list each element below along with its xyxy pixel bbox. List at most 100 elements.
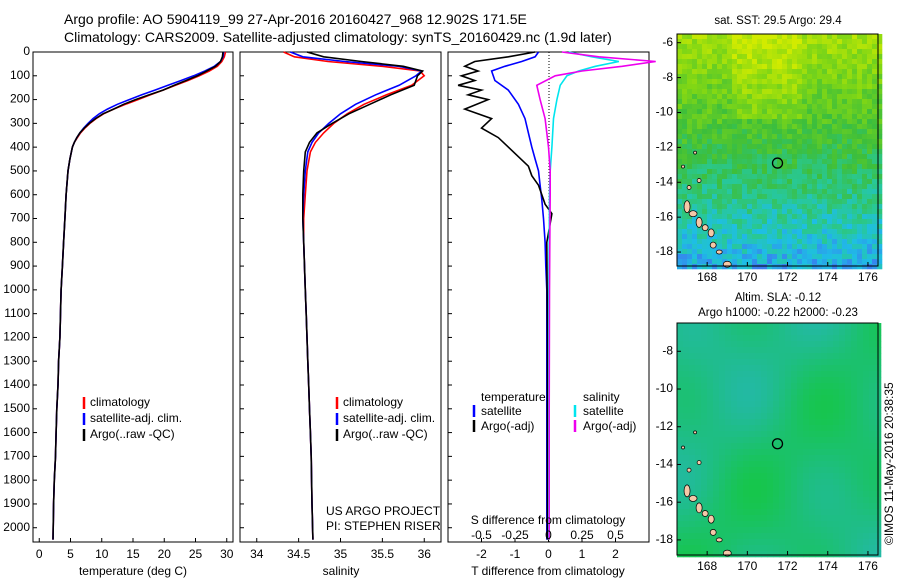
sla-cell <box>821 335 828 342</box>
sst-cell <box>812 154 818 160</box>
map-y-tick-label: -8 <box>662 343 673 357</box>
sst-cell <box>822 184 828 190</box>
sst-cell <box>727 199 733 205</box>
sst-cell <box>677 174 683 180</box>
sla-cell <box>857 365 864 372</box>
sla-cell <box>689 485 696 492</box>
sla-cell <box>761 365 768 372</box>
sla-cell <box>737 359 744 366</box>
sst-cell <box>707 84 713 90</box>
sla-cell <box>707 431 714 438</box>
sla-cell <box>677 443 684 450</box>
sst-cell <box>682 239 688 245</box>
sla-cell <box>743 449 750 456</box>
sst-cell <box>807 64 813 70</box>
sst-cell <box>812 89 818 95</box>
sst-cell <box>752 204 758 210</box>
sst-cell <box>822 139 828 145</box>
sst-cell <box>742 199 748 205</box>
sst-cell <box>742 139 748 145</box>
sla-cell <box>755 419 762 426</box>
sst-cell <box>817 79 823 85</box>
sst-cell <box>797 154 803 160</box>
sla-cell <box>695 329 702 336</box>
sst-cell <box>822 154 828 160</box>
sst-cell <box>747 214 753 220</box>
sst-cell <box>852 234 858 240</box>
sst-cell <box>767 54 773 60</box>
sla-cell <box>725 485 732 492</box>
sst-cell <box>857 44 863 50</box>
sst-cell <box>677 209 683 215</box>
sst-cell <box>857 69 863 75</box>
sst-cell <box>842 224 848 230</box>
sst-cell <box>847 99 853 105</box>
sla-cell <box>683 341 690 348</box>
sst-cell <box>807 34 813 40</box>
sla-cell <box>839 323 846 330</box>
sst-cell <box>837 144 843 150</box>
sla-cell <box>707 461 714 468</box>
sst-cell <box>837 254 843 260</box>
sst-cell <box>742 164 748 170</box>
sla-heatmap <box>677 323 882 558</box>
sla-cell <box>869 359 876 366</box>
sla-cell <box>773 341 780 348</box>
sst-cell <box>822 169 828 175</box>
depth-axis: 0100200300400500600700800900100011001200… <box>3 44 452 534</box>
sst-cell <box>832 244 838 250</box>
sla-cell <box>743 527 750 534</box>
sla-cell <box>677 491 684 498</box>
sst-cell <box>797 109 803 115</box>
sst-cell <box>872 214 878 220</box>
sla-cell <box>683 539 690 546</box>
x-tick-label: 2 <box>612 547 619 561</box>
sst-cell <box>822 84 828 90</box>
sst-cell <box>802 194 808 200</box>
sst-cell <box>847 264 853 270</box>
sst-cell <box>847 194 853 200</box>
sla-cell <box>785 503 792 510</box>
sst-cell <box>712 214 718 220</box>
sst-cell <box>877 134 883 140</box>
sla-cell <box>851 503 858 510</box>
sst-cell <box>832 74 838 80</box>
sla-cell <box>779 323 786 330</box>
sst-cell <box>782 49 788 55</box>
sla-cell <box>845 503 852 510</box>
sla-cell <box>869 437 876 444</box>
sst-cell <box>677 199 683 205</box>
sla-cell <box>749 479 756 486</box>
sst-cell <box>862 179 868 185</box>
sst-cell <box>737 254 743 260</box>
sst-cell <box>857 219 863 225</box>
sst-cell <box>827 259 833 265</box>
sla-cell <box>803 527 810 534</box>
sst-cell <box>867 199 873 205</box>
sst-cell <box>702 129 708 135</box>
sst-cell <box>852 224 858 230</box>
sla-cell <box>707 341 714 348</box>
sst-cell <box>682 244 688 250</box>
sla-cell <box>869 347 876 354</box>
sst-cell <box>682 144 688 150</box>
sla-cell <box>707 545 714 552</box>
sla-cell <box>713 443 720 450</box>
sst-cell <box>812 164 818 170</box>
sla-cell <box>731 467 738 474</box>
sst-cell <box>807 239 813 245</box>
sst-cell <box>792 219 798 225</box>
sst-cell <box>707 174 713 180</box>
sst-cell <box>757 184 763 190</box>
sst-cell <box>702 104 708 110</box>
sst-cell <box>877 114 883 120</box>
sst-cell <box>872 109 878 115</box>
sst-cell <box>822 44 828 50</box>
sla-cell <box>797 395 804 402</box>
sst-cell <box>682 199 688 205</box>
sla-cell <box>737 347 744 354</box>
sla-cell <box>719 335 726 342</box>
sst-cell <box>827 44 833 50</box>
sst-cell <box>682 119 688 125</box>
sla-cell <box>701 377 708 384</box>
